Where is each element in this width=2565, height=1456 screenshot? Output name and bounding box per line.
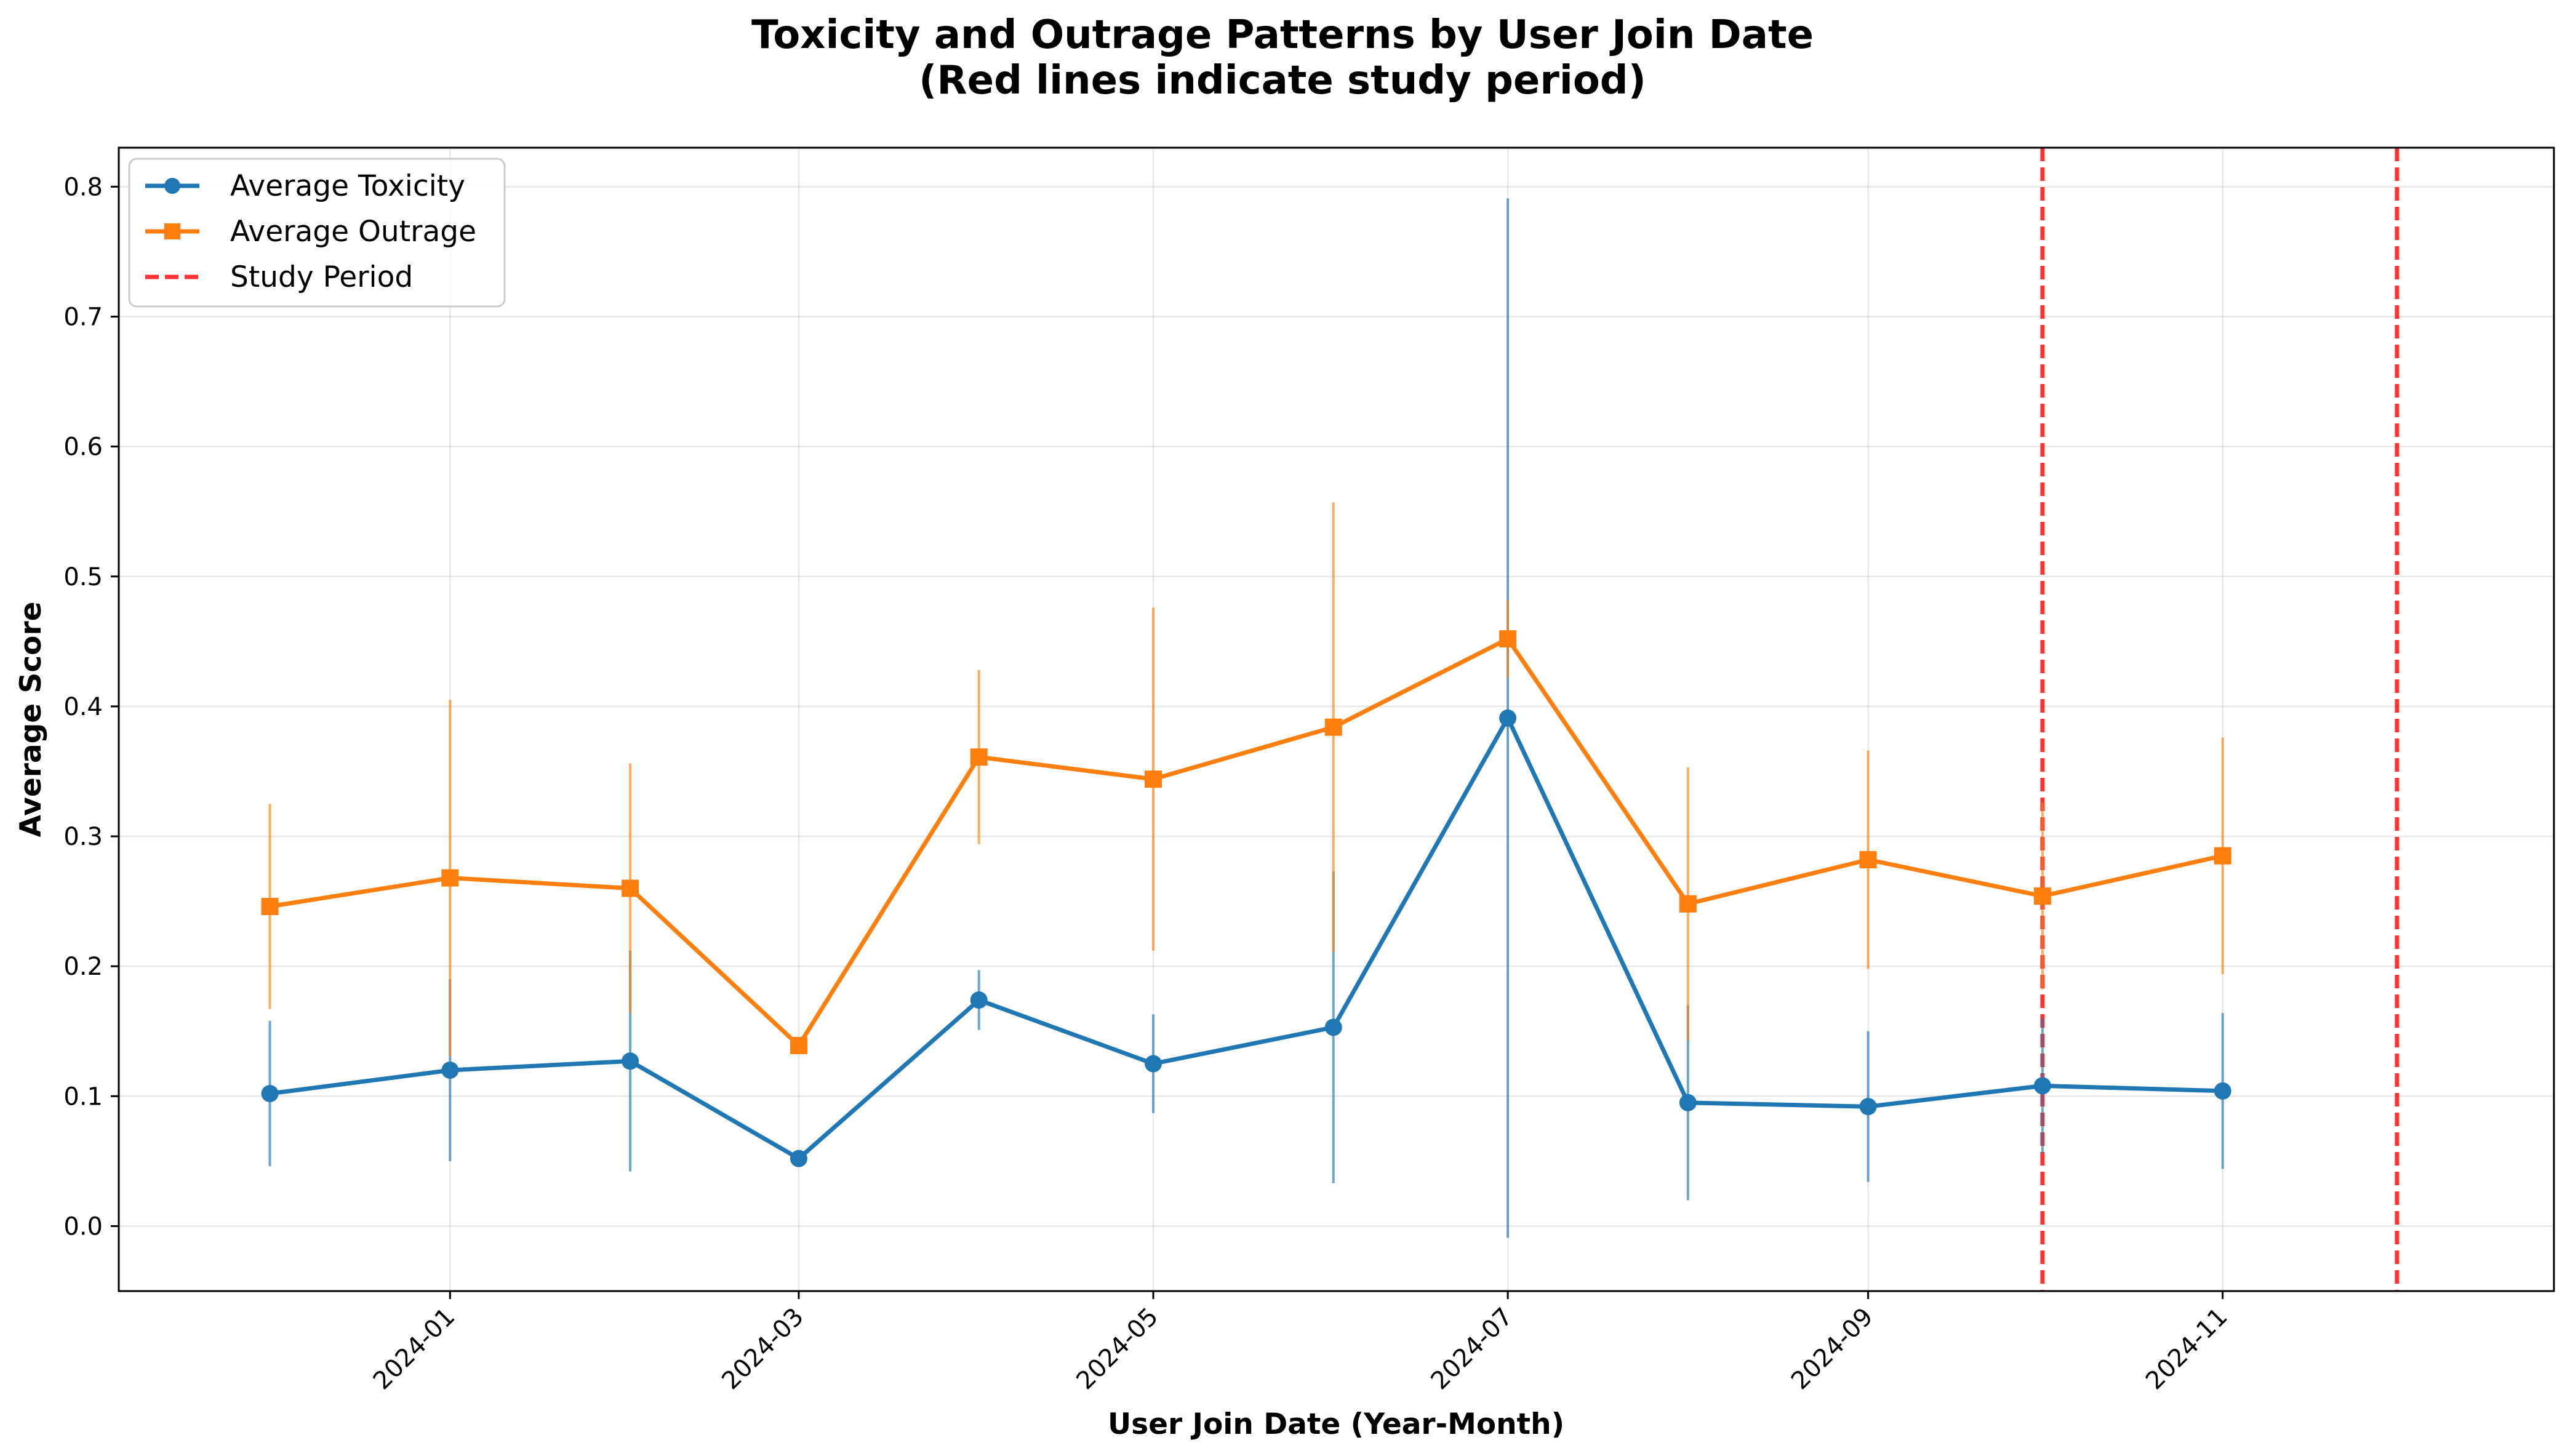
y-tick-label: 0.3 <box>63 823 103 851</box>
chart-title-line-2: (Red lines indicate study period) <box>919 58 1646 103</box>
toxicity-point <box>2214 1082 2231 1100</box>
y-axis-label: Average Score <box>14 601 48 837</box>
toxicity-point <box>790 1150 807 1167</box>
outrage-point <box>2033 887 2051 905</box>
legend-outrage-marker <box>164 223 180 239</box>
outrage-point <box>441 869 459 887</box>
toxicity-point <box>970 991 988 1009</box>
toxicity-point <box>261 1085 279 1103</box>
y-tick-label: 0.6 <box>63 433 103 462</box>
outrage-point <box>1324 718 1342 736</box>
series-layer <box>261 630 2231 1167</box>
outrage-point <box>261 898 279 916</box>
chart-title-line-1: Toxicity and Outrage Patterns by User Jo… <box>751 12 1814 58</box>
outrage-series-line <box>268 636 2225 1048</box>
outrage-point <box>622 879 639 897</box>
toxicity-point <box>1499 709 1517 727</box>
outrage-point <box>1679 895 1697 913</box>
legend: Average Toxicity Average Outrage Study P… <box>128 158 506 308</box>
outrage-point <box>1499 630 1517 648</box>
y-tick-label: 0.2 <box>63 953 103 981</box>
toxicity-point <box>2033 1077 2051 1095</box>
legend-study-period-label: Study Period <box>230 260 413 294</box>
x-axis-label: User Join Date (Year-Month) <box>1108 1407 1564 1441</box>
y-tick-label: 0.0 <box>63 1212 103 1241</box>
toxicity-point <box>1679 1094 1697 1111</box>
legend-outrage-label: Average Outrage <box>230 215 476 249</box>
y-tick-label: 0.5 <box>63 563 103 591</box>
legend-toxicity-marker <box>164 178 180 194</box>
toxicity-point <box>1859 1098 1877 1116</box>
legend-frame <box>128 158 506 308</box>
y-tick-label: 0.8 <box>63 173 103 201</box>
toxicity-point <box>1324 1018 1342 1036</box>
toxicity-point <box>1145 1055 1162 1073</box>
y-tick-label: 0.1 <box>63 1082 103 1111</box>
toxicity-point <box>622 1052 639 1070</box>
outrage-point <box>2214 847 2231 865</box>
outrage-point <box>1859 851 1877 869</box>
plot-frame <box>118 146 2555 1292</box>
outrage-point <box>1145 770 1162 788</box>
toxicity-point <box>441 1062 459 1079</box>
y-tick-label: 0.4 <box>63 693 103 721</box>
toxicity-series-line <box>268 716 2225 1161</box>
legend-toxicity-label: Average Toxicity <box>230 169 465 203</box>
outrage-point <box>970 748 988 766</box>
y-tick-label: 0.7 <box>63 303 103 331</box>
outrage-point <box>790 1036 807 1054</box>
